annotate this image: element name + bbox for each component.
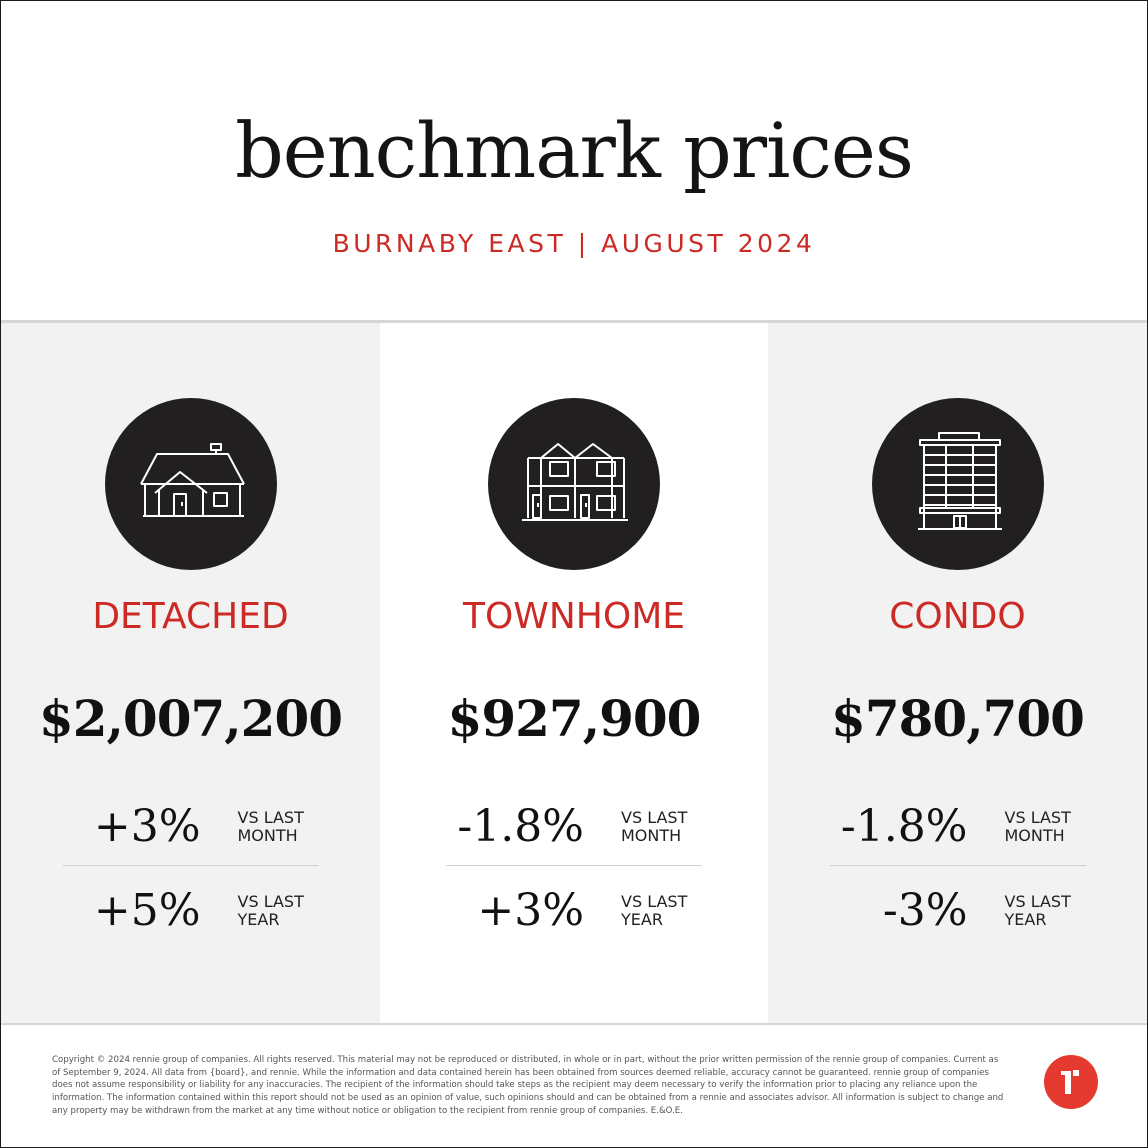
header: benchmark prices BURNABY EAST | AUGUST 2… xyxy=(1,1,1147,321)
year-label-line2: YEAR xyxy=(237,910,280,929)
year-change-row: -3% VS LAST YEAR xyxy=(768,881,1147,941)
column-townhome: TOWNHOME $927,900 -1.8% VS LAST MONTH +3… xyxy=(380,323,768,1023)
condo-building-icon xyxy=(917,432,1002,530)
year-change-label: VS LAST YEAR xyxy=(621,893,687,929)
month-change-label: VS LAST MONTH xyxy=(1005,809,1071,845)
month-change-value: -1.8% xyxy=(457,801,584,852)
property-type-label: DETACHED xyxy=(92,596,289,637)
month-change-row: -1.8% VS LAST MONTH xyxy=(768,797,1147,857)
year-label-line1: VS LAST xyxy=(237,892,304,911)
benchmark-price: $2,007,200 xyxy=(38,689,343,748)
month-label-line2: MONTH xyxy=(237,826,298,845)
stat-divider xyxy=(446,865,702,866)
townhome-icon-circle xyxy=(488,398,660,570)
month-label-line1: VS LAST xyxy=(621,808,688,827)
footer-disclaimer: Copyright © 2024 rennie group of compani… xyxy=(52,1055,1004,1116)
condo-icon-circle xyxy=(871,398,1044,570)
month-change-value: -1.8% xyxy=(840,801,968,852)
page-title: benchmark prices xyxy=(235,106,914,195)
year-change-value: +3% xyxy=(477,885,584,936)
year-change-row: +3% VS LAST YEAR xyxy=(380,881,768,941)
month-change-label: VS LAST MONTH xyxy=(621,809,687,845)
rennie-logo-icon xyxy=(1044,1055,1098,1109)
month-change-row: -1.8% VS LAST MONTH xyxy=(380,797,768,857)
benchmark-price: $780,700 xyxy=(831,689,1085,748)
benchmark-price: $927,900 xyxy=(447,689,702,748)
rennie-logo-mark xyxy=(1061,1070,1079,1094)
column-condo: CONDO $780,700 -1.8% VS LAST MONTH -3% V… xyxy=(768,323,1147,1023)
month-label-line1: VS LAST xyxy=(1004,808,1071,827)
detached-icon-circle xyxy=(104,398,277,570)
property-type-label: TOWNHOME xyxy=(462,596,686,637)
detached-house-icon xyxy=(139,443,245,517)
year-change-label: VS LAST YEAR xyxy=(238,893,304,929)
year-change-value: +5% xyxy=(93,885,201,936)
stat-divider xyxy=(62,865,319,866)
month-label-line2: MONTH xyxy=(1004,826,1065,845)
stat-divider xyxy=(829,865,1086,866)
page-subtitle: BURNABY EAST | AUGUST 2024 xyxy=(332,229,816,258)
year-label-line2: YEAR xyxy=(621,910,663,929)
column-detached: DETACHED $2,007,200 +3% VS LAST MONTH +5… xyxy=(1,323,380,1023)
year-label-line1: VS LAST xyxy=(1004,892,1071,911)
month-change-row: +3% VS LAST MONTH xyxy=(1,797,380,857)
month-label-line1: VS LAST xyxy=(237,808,304,827)
header-divider xyxy=(1,320,1147,323)
townhome-icon xyxy=(522,443,628,521)
month-change-value: +3% xyxy=(93,801,201,852)
year-change-label: VS LAST YEAR xyxy=(1005,893,1071,929)
year-change-row: +5% VS LAST YEAR xyxy=(1,881,380,941)
year-change-value: -3% xyxy=(882,885,968,936)
year-label-line2: YEAR xyxy=(1004,910,1047,929)
month-label-line2: MONTH xyxy=(621,826,682,845)
property-type-label: CONDO xyxy=(889,596,1026,637)
property-columns: DETACHED $2,007,200 +3% VS LAST MONTH +5… xyxy=(1,323,1147,1023)
footer-divider xyxy=(1,1023,1147,1025)
month-change-label: VS LAST MONTH xyxy=(238,809,304,845)
year-label-line1: VS LAST xyxy=(621,892,688,911)
